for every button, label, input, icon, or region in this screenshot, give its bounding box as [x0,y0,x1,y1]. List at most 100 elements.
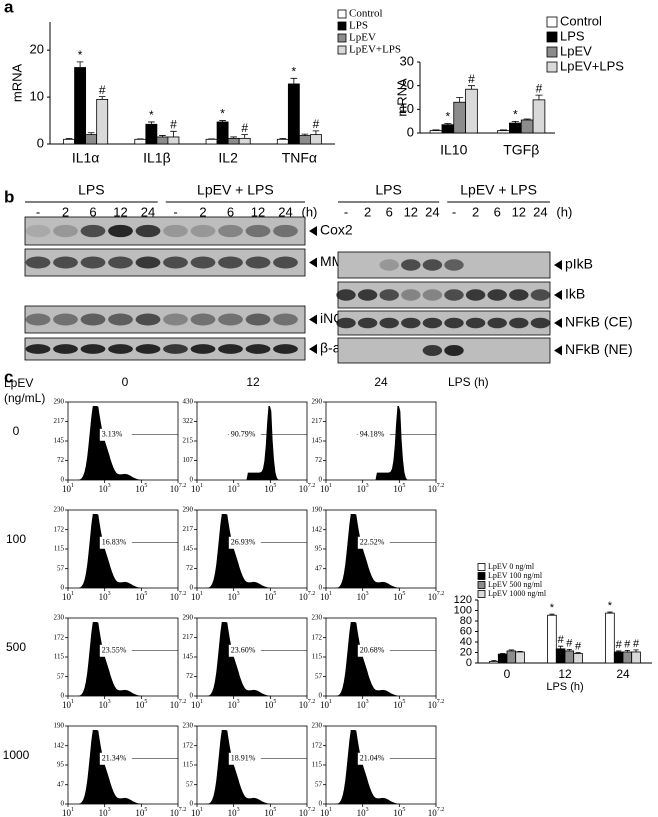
error-bar [633,649,639,652]
x-tick-label: 105 [135,483,147,494]
x-tick-label: 24 [616,667,630,681]
legend-swatch [477,572,486,580]
y-tick-label: 30 [400,53,414,68]
x-tick-label: 105 [264,591,276,602]
x-tick-label: 105 [393,807,405,817]
x-tick-label: 107.2 [170,483,187,494]
y-tick-label: 95 [57,761,65,769]
significance-marker: * [608,600,613,612]
histogram [197,730,307,804]
x-tick-label: 107.2 [299,591,316,602]
y-tick-label: 230 [54,614,65,622]
x-tick-label: 105 [135,591,147,602]
tick-base: 10 [191,700,201,710]
tick-base: 10 [62,592,72,602]
band [53,313,78,326]
band [530,289,551,301]
gate-percent: 94.18% [360,430,385,439]
error-bar [558,645,564,649]
y-tick-label: 115 [183,761,194,769]
tick-exponent: 1 [200,483,203,489]
y-tick-label: 115 [54,653,65,661]
x-axis-label: LPS (h) [546,681,583,693]
x-tick-label: 107.2 [428,699,445,710]
plot-frame [325,509,437,589]
tick-exponent: 5 [402,483,405,489]
x-tick-label: 107.2 [170,699,187,710]
significance-marker: * [149,108,154,122]
band [245,256,271,269]
y-tick-label: 0 [319,584,323,592]
lane-label: 12 [251,204,265,219]
tick-base: 10 [62,484,72,494]
y-tick-label: 0 [190,584,194,592]
bar [509,122,522,134]
band [135,313,161,326]
tick-exponent: 7.2 [179,483,187,489]
y-tick-label: 142 [312,525,323,533]
x-tick-label: 105 [264,807,276,817]
band [245,344,271,354]
tick-exponent: 1 [329,591,332,597]
y-tick-label: 107 [183,456,194,464]
error-bar [312,130,320,135]
lane-label: 24 [141,204,155,219]
x-tick-label: 103 [99,807,111,817]
band [530,317,551,329]
bar [238,137,251,145]
y-tick-label: 95 [315,545,323,553]
tick-exponent: 3 [366,591,369,597]
arrow [554,318,562,328]
x-tick-label: TGFβ [503,142,539,158]
bar [547,614,557,664]
legend-label: LpEV 1000 ng/ml [488,589,547,598]
tick-exponent: 1 [200,807,203,813]
gate-percent: 18.91% [231,754,256,763]
y-tick-label: 145 [312,437,323,445]
y-tick-label: 0 [319,476,323,484]
legend-label: LPS [349,20,368,32]
y-tick-label: 145 [183,545,194,553]
error-bar [535,94,543,100]
x-tick-label: 105 [264,699,276,710]
tick-exponent: 7.2 [437,483,445,489]
tick-exponent: 1 [329,807,332,813]
significance-marker: # [616,639,623,651]
tick-base: 10 [428,808,438,817]
tick-base: 10 [62,808,72,817]
tick-exponent: 5 [273,591,276,597]
band [273,344,298,354]
y-tick-label: 230 [312,722,323,730]
legend-swatch [477,590,486,598]
band [218,344,243,354]
x-tick-label: 107.2 [428,591,445,602]
y-tick-label: 57 [315,672,323,680]
legend-label: LpEV+LPS [349,44,401,56]
y-tick-label: 20 [30,42,44,57]
lane-label: 6 [494,204,501,219]
error-bar [508,649,514,651]
x-tick-label: 103 [99,699,111,710]
bar [167,136,180,145]
tick-base: 10 [170,592,180,602]
unit-label: (h) [302,204,318,219]
y-tick-label: 80 [460,615,472,627]
tick-exponent: 5 [402,699,405,705]
band [108,256,133,269]
significance-marker: * [220,107,225,121]
error-bar [148,121,155,125]
protein-label: NFkB (CE) [565,314,633,330]
tick-exponent: 7.2 [308,807,316,813]
band [401,259,421,271]
arrow [554,290,562,300]
lane-label: - [36,204,40,219]
x-tick-label: IL1β [143,150,171,166]
error-bar [432,129,440,131]
tick-base: 10 [99,808,109,817]
tick-base: 10 [264,592,274,602]
error-bar [616,650,622,652]
blot-strip [337,251,551,279]
bar [465,88,478,134]
y-tick-label: 57 [186,780,194,788]
